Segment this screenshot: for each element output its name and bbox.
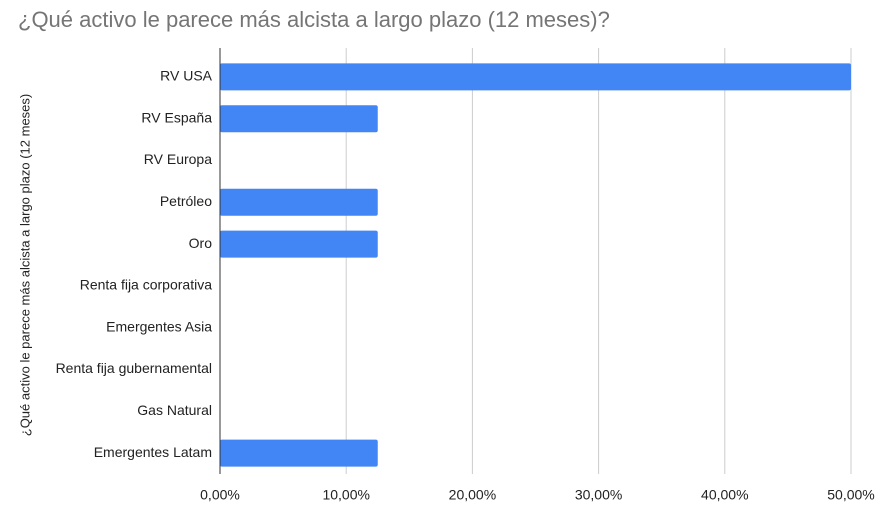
- x-tick-label: 50,00%: [827, 487, 874, 503]
- bar: [220, 63, 851, 91]
- y-tick-label: Petróleo: [160, 193, 212, 209]
- x-tick-label: 20,00%: [449, 487, 496, 503]
- y-tick-label: Renta fija gubernamental: [56, 360, 212, 376]
- bar: [220, 439, 378, 467]
- y-tick-label: RV España: [141, 109, 212, 125]
- x-tick-label: 10,00%: [322, 487, 369, 503]
- y-tick-label: Emergentes Asia: [106, 318, 212, 334]
- y-tick-label: RV Europa: [144, 151, 212, 167]
- x-tick-label: 30,00%: [575, 487, 622, 503]
- y-tick-label: Emergentes Latam: [94, 444, 212, 460]
- y-axis-title: ¿Qué activo le parece más alcista a larg…: [17, 94, 32, 437]
- bar: [220, 230, 378, 258]
- y-tick-label: RV USA: [160, 68, 213, 84]
- bar: [220, 105, 378, 133]
- y-tick-label: Renta fija corporativa: [80, 277, 213, 293]
- chart-title: ¿Qué activo le parece más alcista a larg…: [18, 7, 610, 32]
- bar: [220, 188, 378, 216]
- x-tick-label: 40,00%: [701, 487, 748, 503]
- x-tick-label: 0,00%: [200, 487, 240, 503]
- y-tick-label: Oro: [189, 235, 213, 251]
- y-tick-label: Gas Natural: [137, 402, 212, 418]
